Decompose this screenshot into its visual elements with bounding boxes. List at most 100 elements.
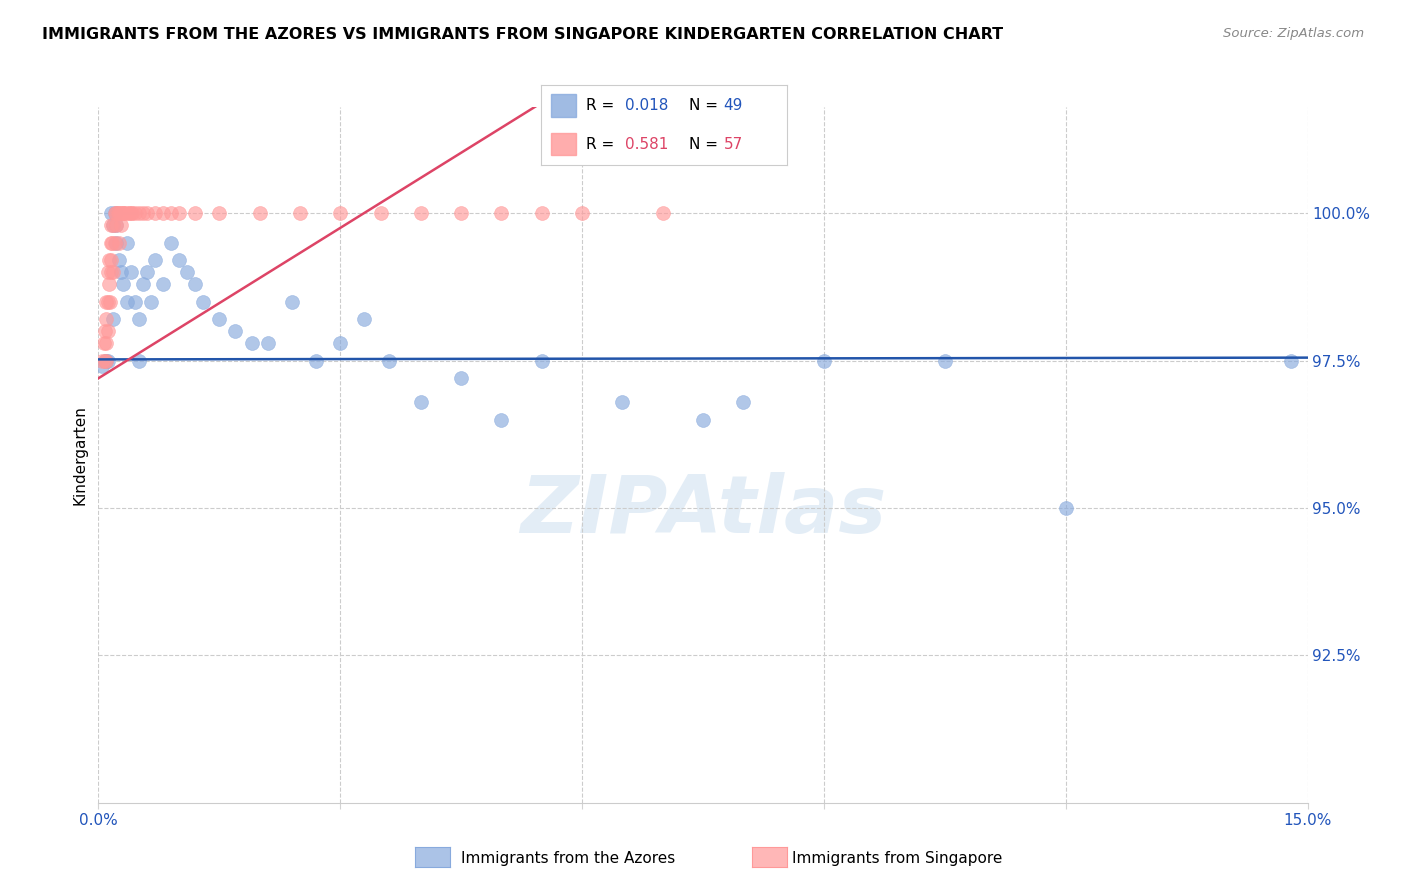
Point	[240, 335, 263, 350]
Text: 0.018: 0.018	[626, 98, 668, 113]
Point	[128, 353, 150, 368]
Point	[98, 294, 121, 309]
Bar	[551, 133, 576, 155]
Text: IMMIGRANTS FROM THE AZORES VS IMMIGRANTS FROM SINGAPORE KINDERGARTEN CORRELATION: IMMIGRANTS FROM THE AZORES VS IMMIGRANTS…	[42, 27, 1004, 42]
Point	[96, 294, 118, 309]
Point	[112, 206, 135, 220]
Point	[571, 206, 593, 220]
Point	[94, 353, 117, 368]
Point	[132, 206, 155, 220]
Point	[96, 335, 118, 350]
Point	[107, 235, 129, 250]
Point	[91, 359, 114, 374]
Point	[107, 206, 129, 220]
Point	[100, 235, 122, 250]
Point	[121, 206, 143, 220]
Point	[305, 353, 328, 368]
Point	[111, 277, 134, 291]
Point	[152, 277, 174, 291]
Point	[143, 253, 166, 268]
Point	[103, 206, 125, 220]
Point	[813, 353, 835, 368]
Point	[101, 218, 124, 232]
Point	[692, 412, 714, 426]
Point	[329, 206, 352, 220]
Text: Immigrants from Singapore: Immigrants from Singapore	[792, 851, 1002, 865]
Point	[111, 206, 134, 220]
Point	[97, 265, 120, 279]
Point	[208, 312, 231, 326]
Point	[115, 294, 138, 309]
Text: R =: R =	[586, 98, 619, 113]
Point	[93, 335, 115, 350]
Point	[1054, 500, 1077, 515]
Point	[120, 206, 142, 220]
Point	[101, 265, 124, 279]
Point	[152, 206, 174, 220]
Point	[329, 335, 352, 350]
Point	[120, 265, 142, 279]
Point	[491, 412, 513, 426]
Point	[135, 265, 157, 279]
Point	[193, 294, 215, 309]
Point	[409, 206, 432, 220]
Point	[1281, 353, 1303, 368]
Point	[115, 206, 138, 220]
Point	[100, 206, 122, 220]
Point	[118, 206, 141, 220]
Text: 57: 57	[724, 136, 742, 152]
Point	[97, 277, 120, 291]
Text: Immigrants from the Azores: Immigrants from the Azores	[461, 851, 675, 865]
Point	[135, 206, 157, 220]
Point	[124, 294, 146, 309]
Point	[101, 312, 124, 326]
Point	[105, 218, 128, 232]
Point	[107, 206, 129, 220]
Point	[184, 206, 207, 220]
Y-axis label: Kindergarten: Kindergarten	[72, 405, 87, 505]
Point	[100, 265, 122, 279]
Point	[612, 395, 634, 409]
Text: Source: ZipAtlas.com: Source: ZipAtlas.com	[1223, 27, 1364, 40]
Point	[110, 265, 132, 279]
Point	[651, 206, 673, 220]
Point	[450, 371, 472, 385]
Point	[107, 253, 129, 268]
Point	[108, 206, 131, 220]
Point	[160, 235, 183, 250]
Point	[110, 218, 132, 232]
Text: 49: 49	[724, 98, 742, 113]
Text: 0.581: 0.581	[626, 136, 668, 152]
Point	[934, 353, 956, 368]
Point	[256, 335, 278, 350]
Point	[94, 353, 117, 368]
Point	[105, 218, 128, 232]
Point	[115, 235, 138, 250]
Point	[176, 265, 198, 279]
Point	[96, 353, 118, 368]
Point	[100, 253, 122, 268]
Point	[281, 294, 304, 309]
Point	[132, 277, 155, 291]
Point	[97, 353, 120, 368]
Point	[167, 253, 190, 268]
Point	[377, 353, 399, 368]
Point	[249, 206, 271, 220]
Point	[100, 218, 122, 232]
Point	[288, 206, 311, 220]
Point	[94, 324, 117, 338]
Point	[105, 235, 128, 250]
Point	[491, 206, 513, 220]
Point	[97, 294, 120, 309]
Point	[733, 395, 755, 409]
Text: ZIPAtlas: ZIPAtlas	[520, 472, 886, 549]
Point	[167, 206, 190, 220]
Point	[160, 206, 183, 220]
Text: N =: N =	[689, 136, 723, 152]
Text: R =: R =	[586, 136, 619, 152]
Point	[91, 353, 114, 368]
Point	[111, 206, 134, 220]
Point	[353, 312, 375, 326]
Bar	[551, 95, 576, 117]
Point	[208, 206, 231, 220]
